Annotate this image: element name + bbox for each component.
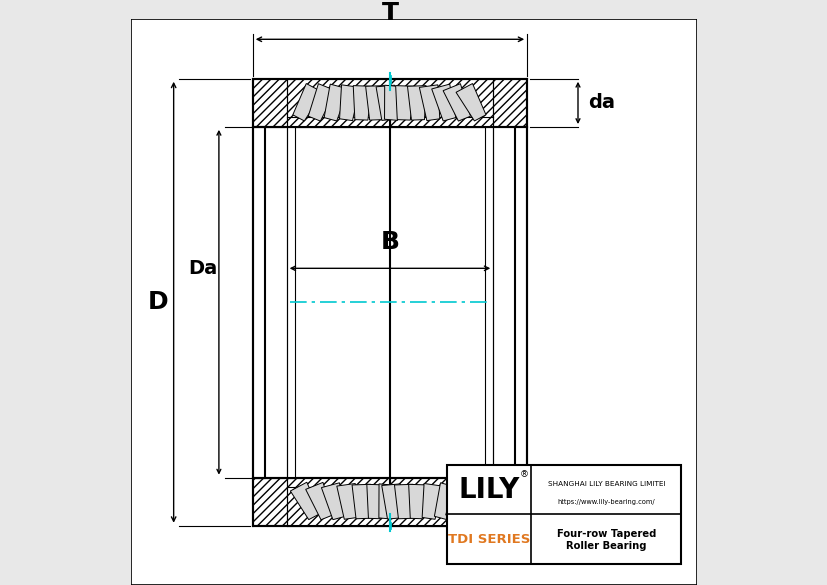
Polygon shape [381,484,400,519]
Bar [390,79,527,127]
Polygon shape [395,85,414,120]
Polygon shape [366,85,384,120]
Bar [252,79,390,127]
Bar [252,477,390,525]
Polygon shape [308,84,335,121]
Bar [286,477,390,525]
Bar [390,477,527,525]
Polygon shape [394,484,413,519]
Polygon shape [305,483,332,519]
Text: d: d [587,490,605,514]
Bar [252,79,527,525]
Polygon shape [431,84,455,121]
Bar [286,127,294,477]
Text: Da: Da [189,259,218,278]
Text: SHANGHAI LILY BEARING LIMITEI: SHANGHAI LILY BEARING LIMITEI [547,481,664,487]
Bar [390,477,493,525]
Polygon shape [379,484,397,519]
Text: https://www.lily-bearing.com/: https://www.lily-bearing.com/ [557,499,654,505]
Text: ®: ® [519,470,528,479]
Polygon shape [321,483,345,519]
Polygon shape [351,484,370,519]
Polygon shape [339,85,360,121]
Text: D: D [147,290,168,314]
Polygon shape [407,85,426,120]
Polygon shape [458,482,488,519]
Polygon shape [337,483,356,519]
Text: Four-row Tapered
Roller Bearing: Four-row Tapered Roller Bearing [556,529,655,550]
Polygon shape [293,84,323,121]
Polygon shape [409,484,427,519]
Text: TDI SERIES: TDI SERIES [447,534,529,546]
Bar [447,464,681,563]
Text: LILY: LILY [458,476,519,504]
Text: da: da [587,94,614,112]
Text: T: T [381,1,398,25]
Polygon shape [290,482,320,519]
Polygon shape [445,483,472,519]
Polygon shape [434,483,458,519]
Polygon shape [384,85,403,121]
Bar [252,127,265,477]
Bar [514,127,527,477]
Bar [485,127,493,477]
Polygon shape [418,85,439,121]
Polygon shape [456,84,485,121]
Polygon shape [375,85,394,121]
Polygon shape [323,84,348,121]
Text: B: B [380,230,399,254]
Polygon shape [422,483,442,519]
Polygon shape [442,84,470,121]
Bar [390,79,493,127]
Polygon shape [353,85,371,120]
Polygon shape [366,484,385,519]
Bar [286,79,390,127]
